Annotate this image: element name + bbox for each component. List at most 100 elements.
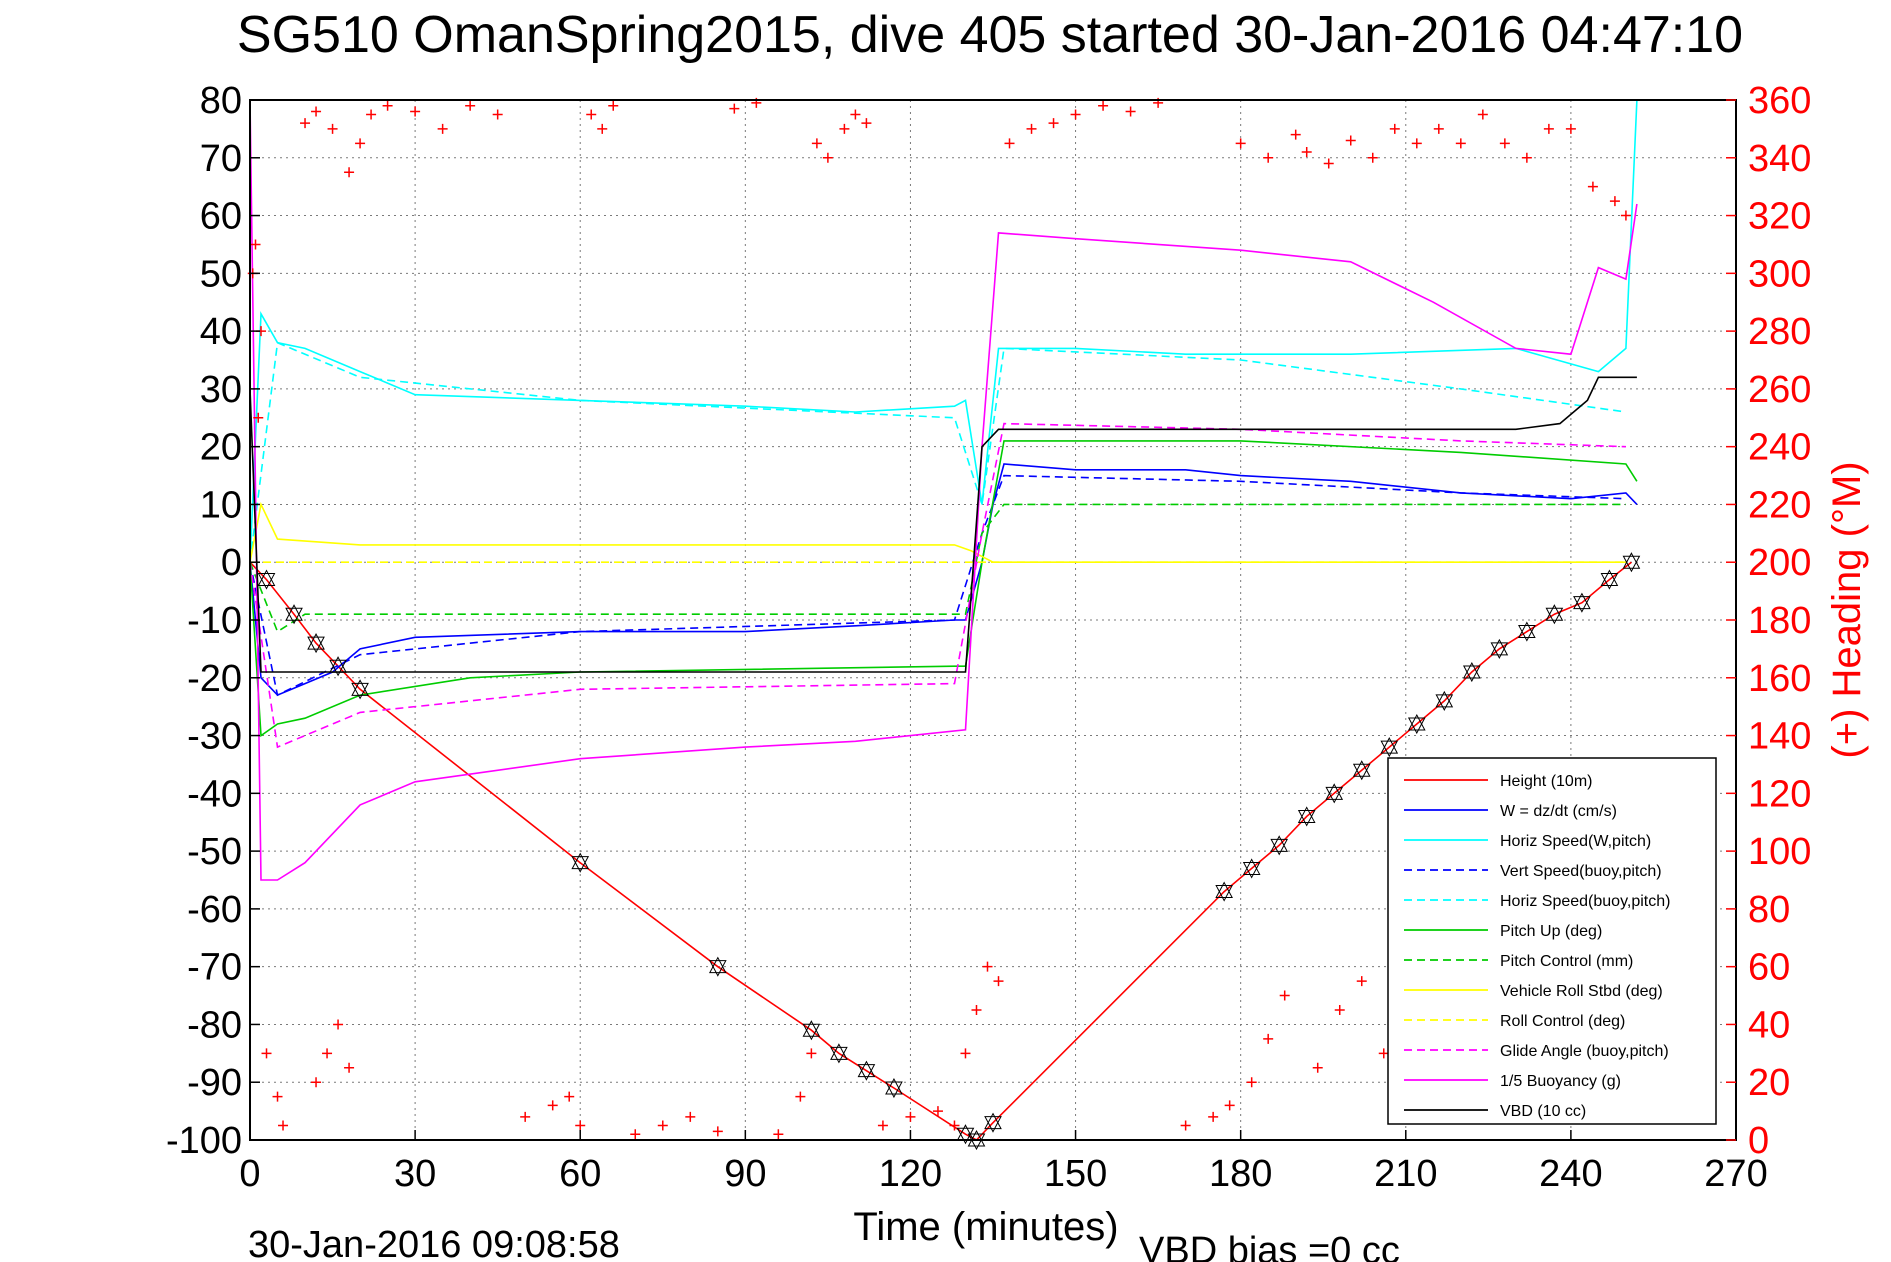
y2-tick-label: 60: [1748, 947, 1790, 989]
series-layer: [249, 99, 1638, 1141]
heading-point: [850, 109, 861, 120]
heading-point: [1411, 138, 1422, 149]
y2-tick-label: 220: [1748, 484, 1811, 526]
height-marker: [307, 636, 325, 654]
heading-point: [311, 1077, 322, 1088]
heading-point: [1356, 976, 1367, 987]
y2-tick-label: 140: [1748, 716, 1811, 758]
y-tick-label: 30: [200, 369, 242, 411]
height-marker: [708, 956, 727, 974]
height-marker: [708, 960, 727, 977]
heading-point: [1367, 152, 1378, 163]
heading-point: [685, 1111, 696, 1122]
heading-point: [877, 1120, 888, 1131]
heading-point: [300, 118, 311, 129]
height-marker: [967, 1129, 986, 1147]
y2-tick-label: 80: [1748, 889, 1790, 931]
heading-point: [1246, 1077, 1257, 1088]
y-tick-label: -50: [187, 831, 242, 873]
y-tick-label: 10: [200, 484, 242, 526]
y2-tick-label: 160: [1748, 658, 1811, 700]
heading-point: [1587, 181, 1598, 192]
y-tick-label: 50: [200, 253, 242, 295]
heading-point: [630, 1129, 641, 1140]
height-marker: [329, 659, 347, 677]
y2-tick-label: 200: [1748, 542, 1811, 584]
y2-tick-labels: 3603403203002802602402202001801601401201…: [1726, 80, 1811, 1162]
heading-point: [1477, 109, 1488, 120]
height-marker: [1600, 569, 1619, 587]
heading-point: [344, 167, 355, 178]
height-marker: [351, 679, 369, 696]
height-marker: [1215, 881, 1233, 899]
height-marker: [1215, 885, 1233, 902]
height-marker: [285, 607, 303, 625]
heading-point: [564, 1091, 575, 1102]
x-tick-label: 180: [1209, 1153, 1272, 1195]
height-marker: [1545, 607, 1564, 625]
height-marker: [1462, 665, 1481, 683]
x-tick-label: 90: [724, 1153, 766, 1195]
heading-point: [272, 1091, 283, 1102]
height-marker: [1325, 786, 1344, 804]
y2-tick-label: 260: [1748, 369, 1811, 411]
y-tick-label: 40: [200, 311, 242, 353]
height-marker: [984, 1112, 1002, 1130]
heading-points: [247, 97, 1631, 1140]
height-marker: [1600, 573, 1619, 590]
x-tick-label: 240: [1539, 1153, 1602, 1195]
series-line-pitch-up-deg: [249, 440, 1638, 738]
heading-point: [811, 138, 822, 149]
footer-timestamp: 30-Jan-2016 09:08:58: [248, 1224, 620, 1262]
legend-box: [1387, 757, 1717, 1125]
x-tick-label: 270: [1704, 1153, 1767, 1195]
series-line-horiz-speed-w-pitch: [249, 99, 1638, 563]
legend-label: Vert Speed(buoy,pitch): [1500, 863, 1662, 880]
heading-point: [1334, 1005, 1345, 1015]
heading-point: [366, 109, 377, 120]
height-marker: [802, 1020, 821, 1037]
height-marker: [857, 1060, 876, 1078]
y-tick-label: -80: [187, 1004, 242, 1046]
heading-point: [1290, 129, 1301, 140]
series-line-pitch-control-mm: [249, 503, 1626, 633]
heading-point: [465, 100, 476, 111]
height-marker: [1573, 596, 1591, 613]
x-tick-label: 150: [1044, 1153, 1107, 1195]
height-marker: [1435, 694, 1454, 711]
heading-point: [712, 1126, 723, 1137]
heading-point: [575, 1120, 586, 1131]
legend-label: Horiz Speed(W,pitch): [1500, 833, 1651, 850]
heading-point: [729, 103, 740, 114]
heading-point: [1263, 1033, 1274, 1044]
height-marker: [1545, 604, 1564, 621]
y2-axis-label: (+) Heading (°M): [1825, 461, 1869, 758]
height-marker: [1435, 690, 1454, 708]
height-marker: [329, 656, 347, 673]
height-marker: [1242, 861, 1261, 879]
height-marker: [1380, 737, 1399, 754]
y2-tick-label: 300: [1748, 253, 1811, 295]
heading-point: [492, 109, 503, 120]
height-marker: [1407, 717, 1426, 735]
heading-point: [960, 1048, 971, 1059]
y2-tick-label: 320: [1748, 196, 1811, 238]
heading-point: [1609, 196, 1620, 207]
heading-point: [1389, 123, 1400, 134]
height-marker: [1242, 858, 1261, 875]
y-tick-label: -100: [166, 1120, 242, 1162]
height-marker: [285, 604, 303, 621]
heading-point: [1125, 106, 1136, 117]
height-marker: [885, 1081, 903, 1099]
height-marker: [1352, 760, 1371, 777]
heading-point: [1048, 118, 1059, 129]
heading-point: [333, 1019, 344, 1030]
heading-point: [1224, 1100, 1235, 1111]
heading-point: [586, 109, 597, 120]
height-marker: [1573, 592, 1591, 610]
heading-point: [261, 1048, 272, 1059]
height-marker: [1622, 555, 1641, 573]
y-tick-label: -90: [187, 1062, 242, 1104]
heading-point: [795, 1091, 806, 1102]
